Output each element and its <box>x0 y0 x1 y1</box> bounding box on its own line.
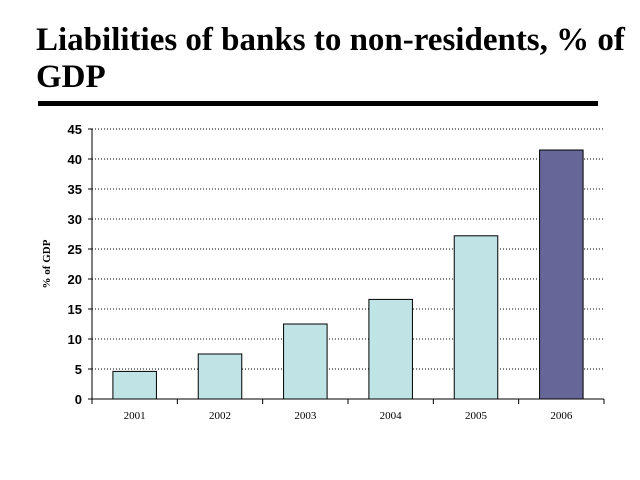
y-tick-label: 25 <box>68 242 82 257</box>
bar-2003 <box>283 323 328 400</box>
y-tick-label: 10 <box>68 332 82 347</box>
y-tick-label: 20 <box>68 272 82 287</box>
axes <box>88 128 605 404</box>
slide-title: Liabilities of banks to non-residents, %… <box>36 22 625 95</box>
bar-2005 <box>453 235 499 400</box>
bars <box>112 149 584 400</box>
grid-lines <box>92 128 604 370</box>
y-tick-label: 30 <box>68 212 82 227</box>
y-tick-label: 5 <box>75 362 82 377</box>
x-tick-label: 2002 <box>209 410 231 422</box>
bar-2006 <box>539 149 584 400</box>
y-axis-title: % of GDP <box>41 239 53 288</box>
y-tick-label: 15 <box>68 302 82 317</box>
bar-2002 <box>197 353 243 400</box>
y-tick-label: 0 <box>75 392 82 407</box>
bar-2001 <box>112 370 157 400</box>
title-underline <box>38 101 598 106</box>
y-tick-labels: 0 5 10 15 20 25 30 35 40 45 <box>68 122 82 407</box>
bar-2004 <box>368 298 413 400</box>
x-tick-label: 2003 <box>294 410 317 422</box>
x-tick-label: 2004 <box>380 410 403 422</box>
x-tick-label: 2005 <box>465 410 488 422</box>
y-tick-label: 40 <box>68 152 82 167</box>
x-tick-label: 2001 <box>124 410 146 422</box>
y-tick-label: 35 <box>68 182 82 197</box>
x-tick-label: 2006 <box>550 410 573 422</box>
y-tick-label: 45 <box>68 122 82 137</box>
x-tick-labels: 2001 2002 2003 2004 2005 2006 <box>124 410 573 422</box>
